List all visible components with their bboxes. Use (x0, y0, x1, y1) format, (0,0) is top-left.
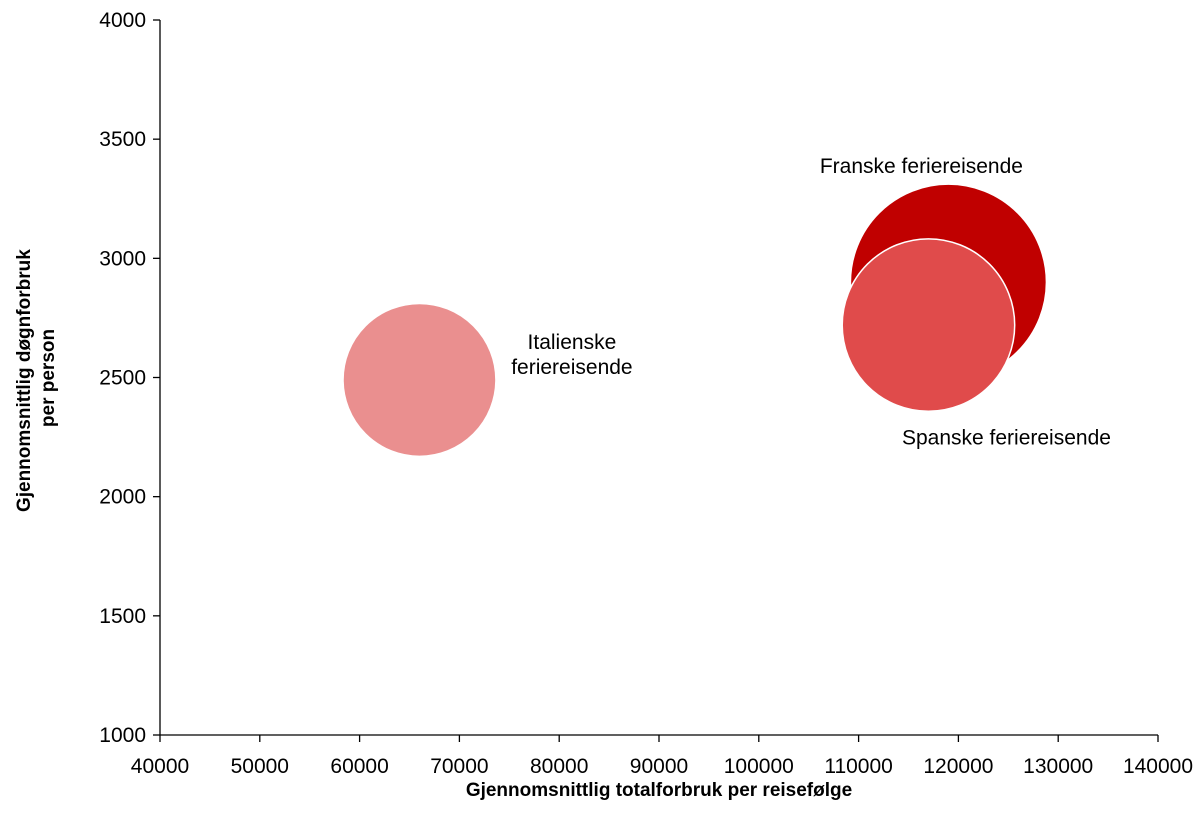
data-label-line: feriereisende (511, 356, 632, 379)
y-tick-label: 3000 (99, 247, 146, 270)
x-tick-label: 90000 (630, 755, 688, 778)
bubble-labels: Franske feriereisende Spanske feriereisen… (511, 155, 1111, 449)
bubble-point (342, 302, 497, 458)
y-tick-label: 1000 (99, 724, 146, 747)
x-axis-title: Gjennomsnittlig totalforbruk per reisefø… (466, 780, 852, 801)
data-label: Italienske feriereisende (511, 331, 632, 379)
x-tick-label: 130000 (1023, 755, 1093, 778)
y-tick-label: 1500 (99, 605, 146, 628)
bubbles (342, 183, 1048, 458)
data-label-line: Franske feriereisende (820, 155, 1023, 178)
x-tick-label: 80000 (530, 755, 588, 778)
x-tick-label: 110000 (824, 755, 893, 778)
x-tick-label: 120000 (923, 755, 993, 778)
data-label: Spanske feriereisende (902, 426, 1111, 449)
y-axis-ticks: 1000 1500 2000 2500 3000 3500 4000 (99, 9, 160, 747)
y-tick-label: 3500 (99, 128, 146, 151)
y-tick-label: 4000 (99, 9, 146, 32)
y-axis-title-line-1: Gjennomsnittlig døgnforbruk (14, 249, 35, 512)
data-label-line: Italienske (528, 331, 617, 354)
data-label: Franske feriereisende (820, 155, 1023, 178)
axes (159, 20, 1158, 736)
x-tick-label: 50000 (231, 755, 289, 778)
data-label-line: Spanske feriereisende (902, 426, 1111, 449)
y-axis-title: Gjennomsnittlig døgnforbruk per person (14, 244, 59, 512)
y-tick-label: 2000 (99, 486, 146, 509)
y-axis-title-line-2: per person (38, 329, 59, 427)
x-tick-label: 60000 (330, 755, 388, 778)
x-tick-label: 100000 (724, 755, 794, 778)
x-tick-label: 70000 (430, 755, 488, 778)
x-axis-ticks: 40000 50000 60000 70000 80000 90000 100000 1100… (131, 735, 1193, 778)
y-tick-label: 2500 (99, 367, 146, 390)
x-tick-label: 140000 (1123, 755, 1193, 778)
x-tick-label: 40000 (131, 755, 189, 778)
bubble-point (841, 238, 1016, 413)
